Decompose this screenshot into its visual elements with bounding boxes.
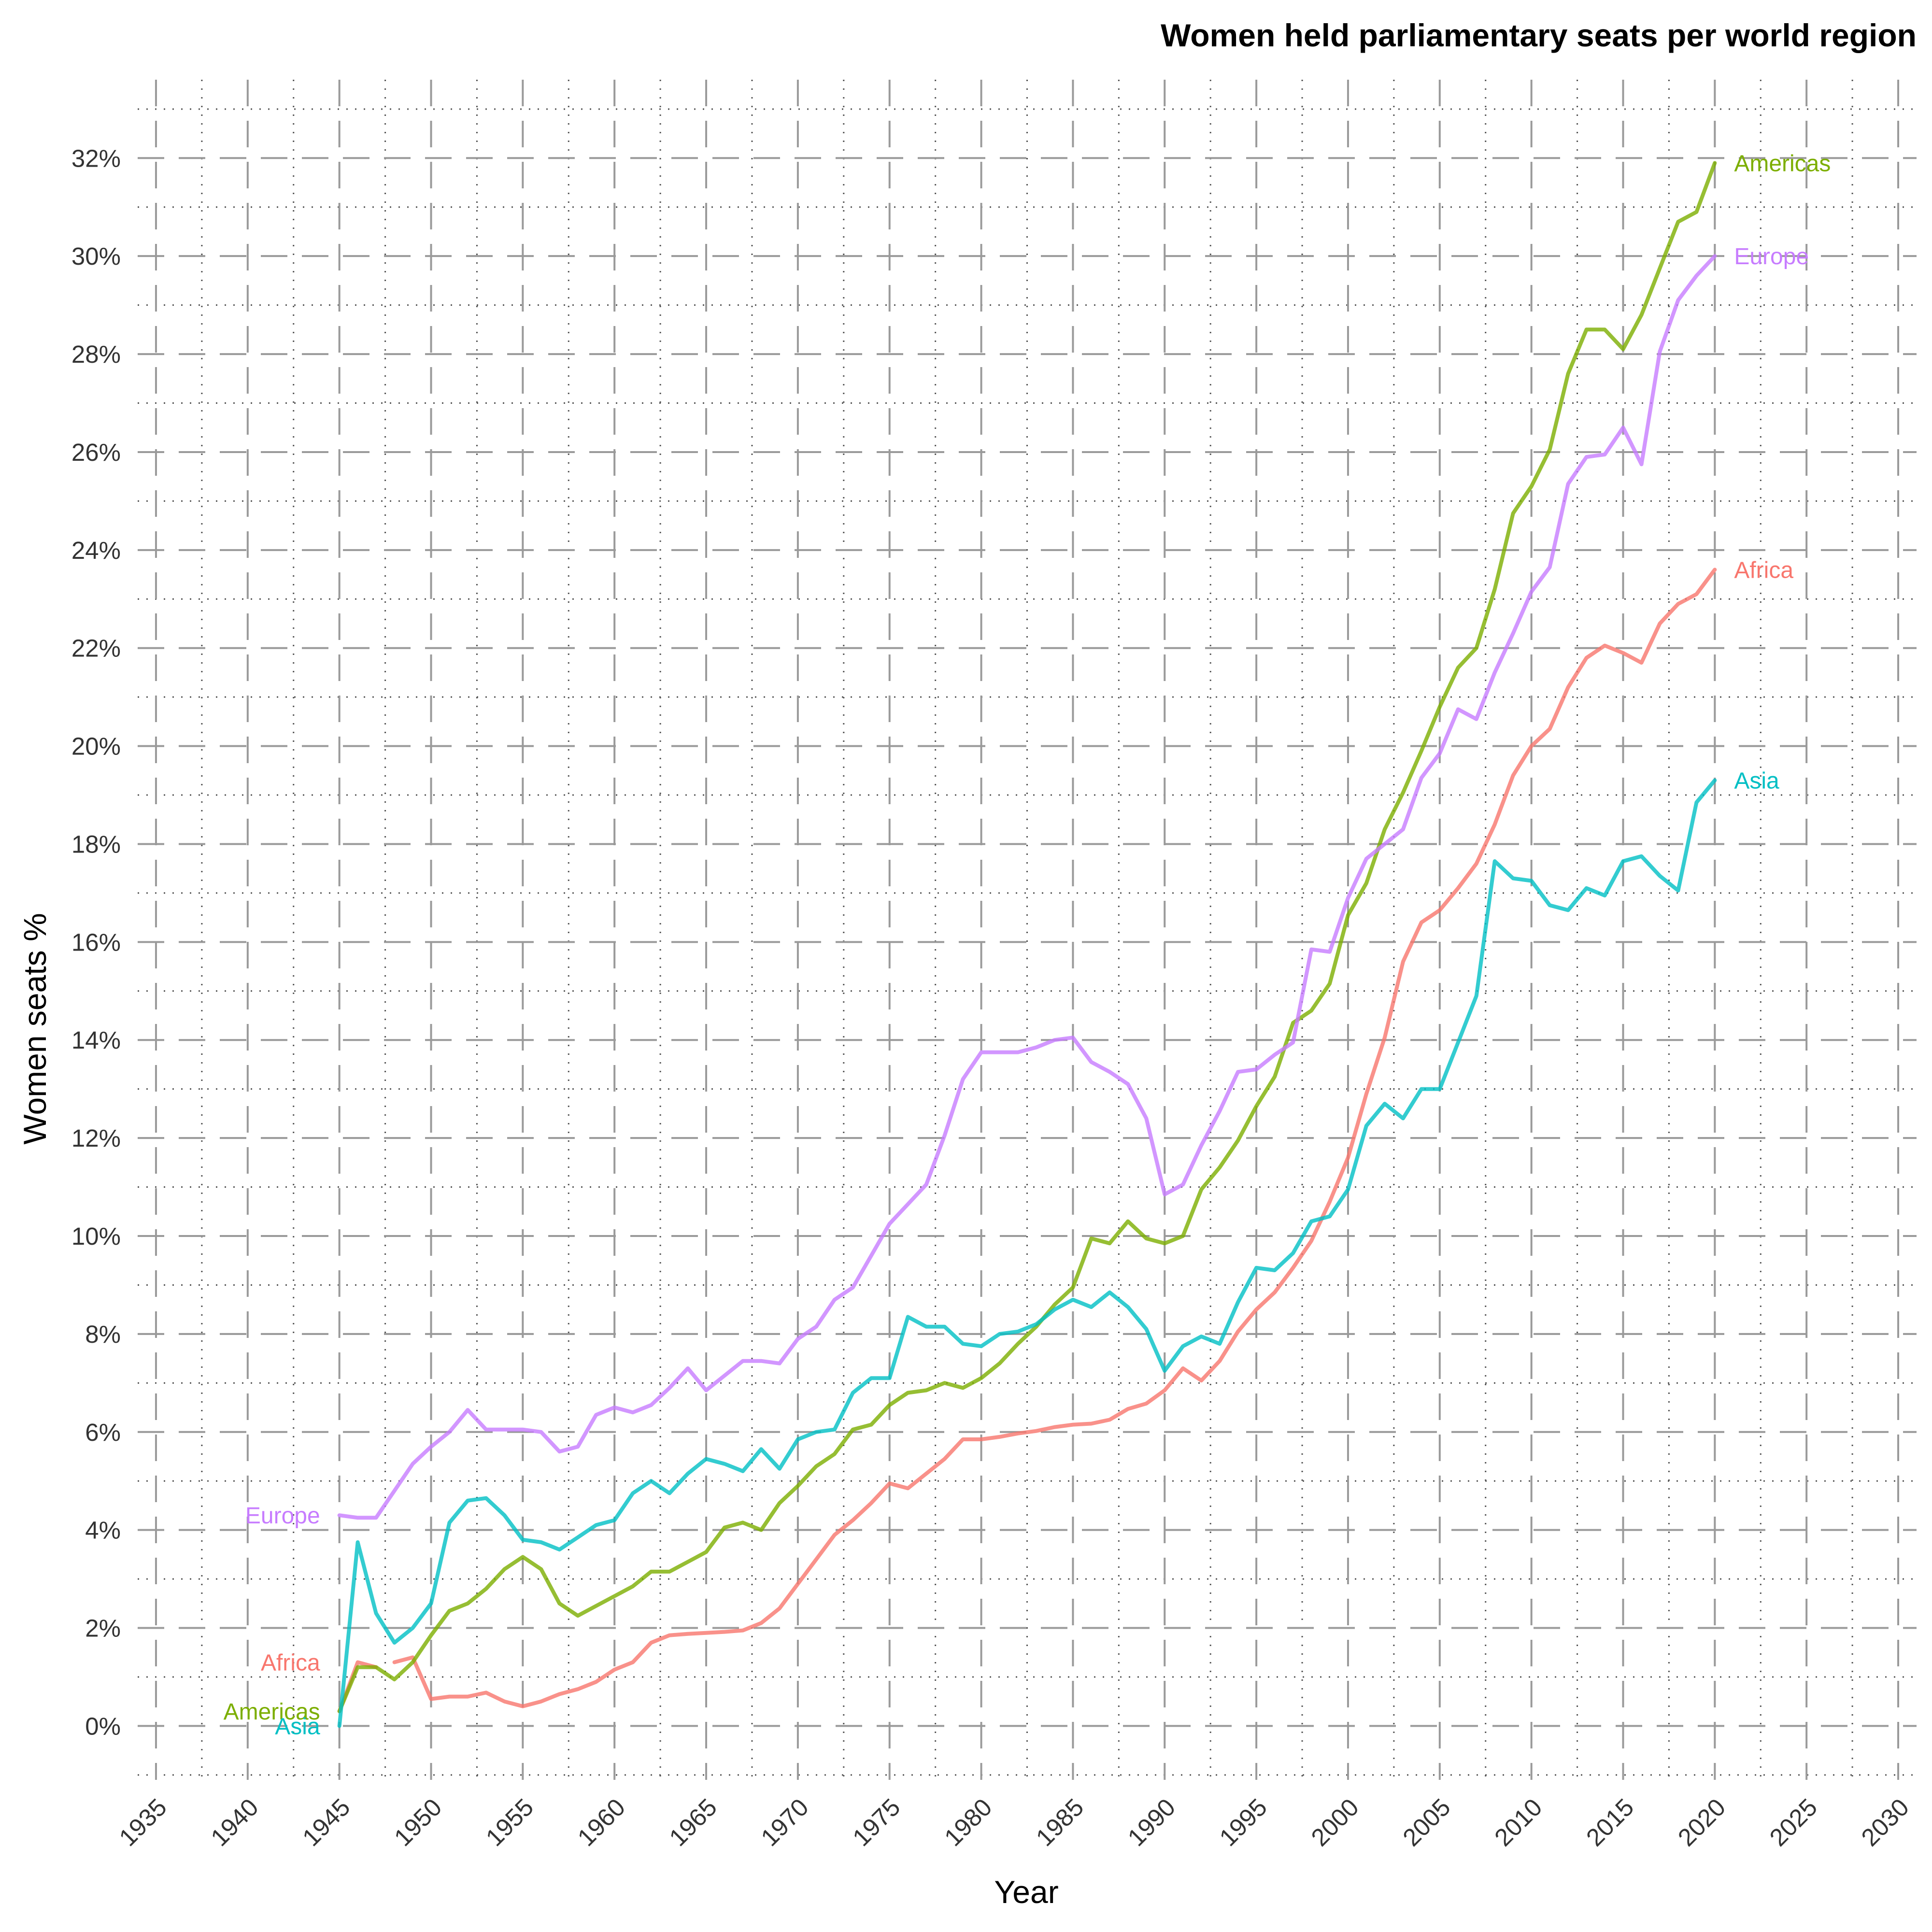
x-tick-label: 1980 (939, 1793, 997, 1852)
x-tick-label: 1990 (1122, 1793, 1181, 1852)
y-tick-label: 12% (71, 1124, 121, 1152)
x-tick-label: 1960 (572, 1793, 631, 1852)
grid (138, 80, 1917, 1780)
x-tick-label: 2005 (1397, 1793, 1456, 1852)
x-tick-label: 1995 (1214, 1793, 1273, 1852)
series-line-americas (337, 161, 1717, 1713)
y-axis-ticks: 0% 2% 4% 6% 8% 10% 12% 14% 16% 18% 20% 22% 24% 26% 28%… (71, 144, 121, 1740)
chart-title: Women held parliamentary seats per world… (1161, 17, 1917, 53)
y-axis-title: Women seats % (17, 913, 53, 1144)
x-tick-label: 2010 (1489, 1793, 1548, 1852)
x-tick-label: 2015 (1581, 1793, 1639, 1852)
y-tick-label: 18% (71, 830, 121, 858)
series-start-label-europe: Europe (245, 1503, 320, 1529)
series-end-label-europe: Europe (1734, 244, 1809, 270)
y-tick-label: 22% (71, 635, 121, 662)
x-tick-label: 2025 (1764, 1793, 1823, 1852)
y-tick-label: 8% (85, 1321, 121, 1348)
x-tick-label: 2020 (1673, 1793, 1731, 1852)
series-line-africa (392, 568, 1717, 1708)
y-tick-label: 6% (85, 1419, 121, 1446)
y-tick-label: 24% (71, 537, 121, 564)
y-tick-label: 16% (71, 928, 121, 956)
x-tick-label: 2000 (1306, 1793, 1364, 1852)
y-tick-label: 32% (71, 144, 121, 172)
x-tick-label: 1950 (389, 1793, 447, 1852)
y-tick-label: 2% (85, 1615, 121, 1642)
series-start-label-asia: Asia (275, 1714, 320, 1739)
x-tick-label: 1945 (297, 1793, 355, 1852)
series-line-asia (337, 778, 1717, 1728)
series-end-label-africa: Africa (1734, 557, 1793, 583)
x-tick-label: 1965 (664, 1793, 723, 1852)
y-tick-label: 30% (71, 242, 121, 270)
x-tick-label: 1985 (1031, 1793, 1089, 1852)
x-tick-label: 1940 (205, 1793, 264, 1852)
x-tick-label: 1935 (114, 1793, 172, 1852)
y-tick-label: 10% (71, 1222, 121, 1250)
series-start-label-americas: Americas (224, 1699, 320, 1725)
y-tick-label: 4% (85, 1517, 121, 1544)
series-start-label-africa: Africa (261, 1650, 320, 1676)
y-tick-label: 14% (71, 1026, 121, 1054)
x-tick-label: 1975 (847, 1793, 906, 1852)
series-lines (337, 161, 1717, 1728)
x-tick-label: 1955 (481, 1793, 539, 1852)
series-labels: AfricaAfricaAmericasAmericasAsiaAsiaEuro… (224, 151, 1831, 1739)
series-end-label-americas: Americas (1734, 151, 1831, 176)
y-tick-label: 28% (71, 341, 121, 368)
x-tick-label: 1970 (755, 1793, 814, 1852)
y-tick-label: 0% (85, 1712, 121, 1740)
y-tick-label: 20% (71, 733, 121, 760)
y-tick-label: 26% (71, 439, 121, 466)
x-tick-label: 2030 (1856, 1793, 1915, 1852)
series-end-label-asia: Asia (1734, 768, 1779, 794)
x-axis-ticks: 1935 1940 1945 1950 1955 1960 1965 1970 1975 1980… (114, 1793, 1914, 1852)
x-axis-title: Year (994, 1874, 1058, 1910)
series-line-europe (337, 254, 1717, 1520)
